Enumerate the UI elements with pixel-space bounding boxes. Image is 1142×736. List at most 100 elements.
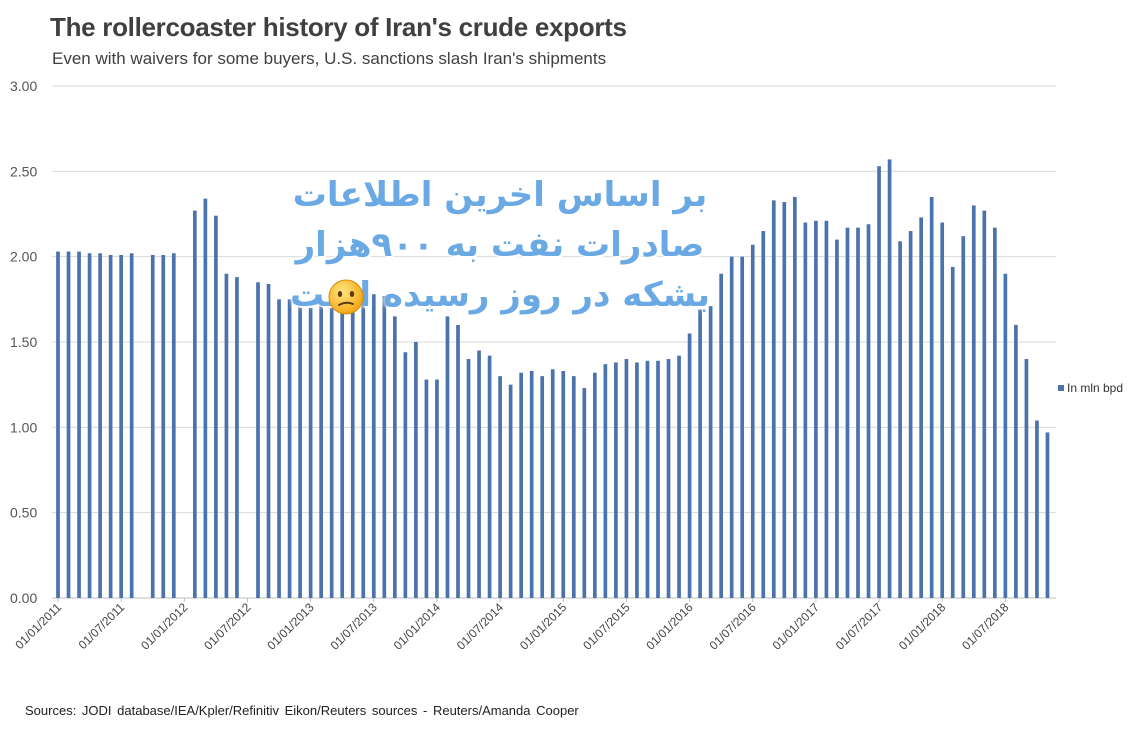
confused-face-icon xyxy=(328,279,364,315)
bar xyxy=(129,253,134,598)
bar xyxy=(582,388,587,598)
bar xyxy=(803,222,808,599)
x-tick-label: 01/01/2017 xyxy=(770,600,823,653)
bar xyxy=(550,369,555,598)
bar xyxy=(171,253,176,598)
x-tick-label: 01/01/2015 xyxy=(517,600,570,653)
bar xyxy=(287,299,292,598)
x-tick-label: 01/01/2016 xyxy=(643,600,696,653)
y-tick-label: 1.50 xyxy=(10,334,37,350)
x-tick-label: 01/01/2018 xyxy=(896,600,949,653)
bar xyxy=(856,227,860,599)
bar xyxy=(929,196,934,598)
x-tick-label: 01/01/2013 xyxy=(264,600,317,653)
bar xyxy=(108,254,113,598)
bar xyxy=(877,166,881,599)
bar xyxy=(971,205,976,598)
bar xyxy=(77,251,81,598)
bar xyxy=(477,350,481,598)
bar xyxy=(919,217,923,598)
bar xyxy=(1045,432,1050,598)
bar xyxy=(740,256,745,598)
bar xyxy=(277,299,281,598)
bar xyxy=(571,376,576,598)
bar xyxy=(782,202,787,598)
x-tick-label: 01/01/2014 xyxy=(391,600,444,653)
bar xyxy=(203,198,208,598)
bar xyxy=(708,306,713,598)
legend-swatch xyxy=(1058,385,1064,391)
bar xyxy=(1003,273,1008,598)
bar xyxy=(698,309,702,598)
bar xyxy=(414,342,418,598)
bar xyxy=(350,304,355,598)
bar xyxy=(666,359,671,598)
bar xyxy=(308,302,313,598)
bar xyxy=(761,231,766,599)
bar xyxy=(656,360,660,598)
bar xyxy=(361,299,366,598)
bar xyxy=(87,253,92,598)
chart-subtitle: Even with waivers for some buyers, U.S. … xyxy=(52,49,607,68)
chart-title: The rollercoaster history of Iran's crud… xyxy=(50,12,627,42)
bar xyxy=(371,294,376,598)
bar xyxy=(845,227,850,599)
bar xyxy=(614,362,618,598)
y-tick-label: 0.00 xyxy=(10,590,37,606)
bar xyxy=(729,256,734,598)
persian-overlay-text: بر اساس اخرین اطلاعات صادرات نفت به ۹۰۰ه… xyxy=(289,175,711,315)
bar xyxy=(235,277,239,598)
bar xyxy=(298,304,302,598)
bar xyxy=(329,302,334,598)
bar xyxy=(424,379,429,598)
x-tick-label: 01/07/2017 xyxy=(833,600,886,653)
bar xyxy=(529,371,534,598)
y-tick-label: 3.00 xyxy=(10,78,37,94)
bar xyxy=(456,324,460,598)
bar xyxy=(403,352,408,598)
bar xyxy=(750,244,755,598)
bar xyxy=(624,359,629,598)
bar xyxy=(866,224,871,599)
bar xyxy=(1024,359,1029,598)
bar xyxy=(835,239,839,598)
y-tick-label: 1.00 xyxy=(10,419,37,435)
bar xyxy=(540,376,545,598)
source-note: Sources: JODI database/IEA/Kpler/Refinit… xyxy=(25,703,579,718)
bar xyxy=(603,364,608,598)
bar xyxy=(814,220,818,598)
x-tick-label: 01/07/2015 xyxy=(580,600,633,653)
x-tick-label: 01/07/2016 xyxy=(706,600,759,653)
bar xyxy=(887,159,892,599)
bar xyxy=(150,254,155,598)
bar xyxy=(161,254,166,598)
bar xyxy=(1014,324,1018,598)
bar xyxy=(793,196,797,598)
x-tick-label: 01/07/2014 xyxy=(454,600,507,653)
bar xyxy=(645,360,650,598)
x-tick-label: 01/07/2011 xyxy=(76,600,128,652)
bar xyxy=(635,362,639,598)
bar xyxy=(498,376,502,598)
bar xyxy=(1035,420,1039,598)
bar xyxy=(940,222,945,599)
bar xyxy=(982,210,987,598)
bar xyxy=(66,251,71,598)
bar xyxy=(508,384,513,598)
bar xyxy=(445,316,450,598)
bar xyxy=(719,273,723,598)
bar xyxy=(382,295,387,598)
x-tick-label: 01/07/2018 xyxy=(959,600,1012,653)
bar xyxy=(687,333,692,598)
bar xyxy=(340,294,345,598)
bar xyxy=(56,251,60,598)
bar xyxy=(908,231,913,599)
bar xyxy=(393,316,397,598)
x-tick-label: 01/01/2011 xyxy=(12,600,64,652)
x-tick-label: 01/01/2012 xyxy=(138,600,191,653)
bar xyxy=(898,241,902,598)
bar xyxy=(119,254,123,598)
y-tick-label: 2.50 xyxy=(10,163,37,179)
bar xyxy=(224,273,229,598)
